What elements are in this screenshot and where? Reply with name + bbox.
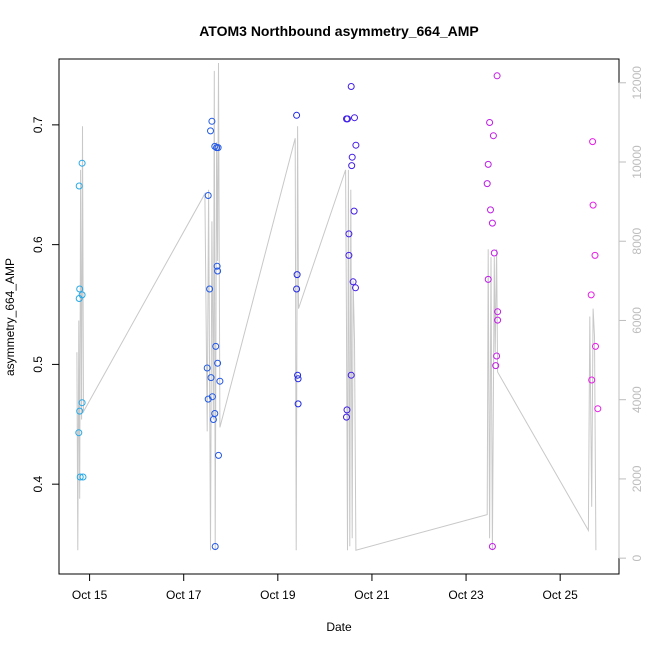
y2-tick-label: 8000 — [630, 228, 644, 255]
x-tick-label: Oct 19 — [260, 588, 296, 602]
data-point — [589, 138, 597, 146]
y-tick-label: 0.7 — [31, 116, 45, 133]
data-point — [206, 285, 214, 293]
y-axis-label: asymmetry_664_AMP — [3, 258, 17, 376]
data-point — [294, 371, 302, 379]
y-tick-label: 0.6 — [31, 236, 45, 253]
data-point — [347, 83, 355, 90]
data-point — [76, 473, 84, 481]
y2-tick-label: 6000 — [630, 307, 644, 334]
data-point — [494, 316, 502, 324]
data-point — [483, 180, 491, 188]
data-point — [484, 275, 492, 283]
data-point — [75, 429, 83, 437]
data-point — [343, 406, 351, 414]
data-point — [348, 162, 356, 170]
data-point — [489, 132, 497, 140]
y2-tick-label: 2000 — [630, 465, 644, 492]
x-tick-label: Oct 23 — [448, 588, 484, 602]
data-point — [592, 342, 599, 350]
data-point — [588, 376, 596, 384]
y2-tick-label: 10000 — [630, 145, 644, 179]
data-point — [79, 473, 87, 481]
data-point — [293, 271, 301, 279]
x-tick-label: Oct 15 — [72, 588, 108, 602]
data-point — [78, 399, 86, 407]
data-point — [345, 251, 353, 259]
data-point — [212, 342, 220, 350]
data-point — [78, 291, 86, 299]
data-point — [207, 374, 215, 382]
data-point — [347, 371, 355, 379]
x-tick-label: Oct 21 — [354, 588, 390, 602]
data-point — [203, 364, 211, 372]
data-point — [294, 375, 302, 383]
data-point — [352, 284, 359, 292]
data-point — [345, 230, 353, 238]
data-point — [488, 543, 496, 550]
data-point — [352, 141, 360, 149]
x-axis: Oct 15 Oct 17 Oct 19 Oct 21 Oct 23 Oct 25 — [72, 573, 578, 602]
x-tick-label: Oct 25 — [542, 588, 578, 602]
data-point — [214, 267, 222, 275]
data-point — [293, 285, 301, 293]
data-point — [215, 451, 222, 459]
data-point — [207, 127, 214, 135]
data-point — [343, 413, 350, 421]
data-point — [76, 407, 84, 415]
overlay-line-layer — [76, 62, 597, 551]
data-point — [211, 410, 219, 417]
data-point — [492, 362, 500, 370]
data-point — [486, 119, 494, 126]
chart-title: ATOM3 Northbound asymmetry_664_AMP — [199, 23, 479, 39]
data-point — [75, 182, 83, 190]
y2-tick-label: 4000 — [630, 386, 644, 413]
data-point — [487, 206, 494, 214]
data-point — [350, 207, 358, 215]
y2-axis: 0 2000 4000 6000 8000 10000 12000 — [618, 66, 644, 561]
y2-tick-label: 12000 — [630, 66, 644, 100]
data-point — [349, 278, 357, 286]
data-point — [594, 405, 602, 413]
data-point — [344, 115, 351, 123]
data-point — [76, 285, 84, 293]
y2-tick-label: 0 — [630, 554, 644, 561]
data-point — [591, 251, 599, 259]
data-point — [211, 142, 219, 150]
x-tick-label: Oct 17 — [166, 588, 202, 602]
data-point — [216, 377, 224, 385]
data-point — [211, 543, 219, 550]
data-point — [351, 114, 358, 122]
y-tick-label: 0.5 — [31, 356, 45, 373]
data-point — [490, 249, 498, 257]
data-point — [348, 153, 356, 161]
plot-frame — [58, 58, 620, 575]
data-point — [589, 201, 597, 209]
data-point — [214, 359, 222, 367]
points-layer — [75, 72, 602, 550]
data-point — [208, 117, 216, 125]
data-point — [493, 352, 501, 360]
y-tick-label: 0.4 — [31, 476, 45, 493]
data-point — [204, 192, 212, 199]
data-point — [214, 144, 222, 152]
x-axis-label: Date — [326, 620, 352, 634]
data-point — [78, 159, 86, 167]
data-point — [587, 291, 595, 299]
data-point — [294, 400, 302, 408]
data-point — [484, 160, 492, 168]
y-axis: 0.4 0.5 0.6 0.7 — [31, 116, 60, 493]
data-point — [213, 262, 221, 270]
data-point — [494, 308, 502, 316]
data-point — [493, 72, 501, 80]
data-point — [293, 111, 301, 119]
overlay-series-line — [76, 62, 597, 551]
data-point — [488, 219, 496, 227]
data-point — [208, 393, 216, 401]
